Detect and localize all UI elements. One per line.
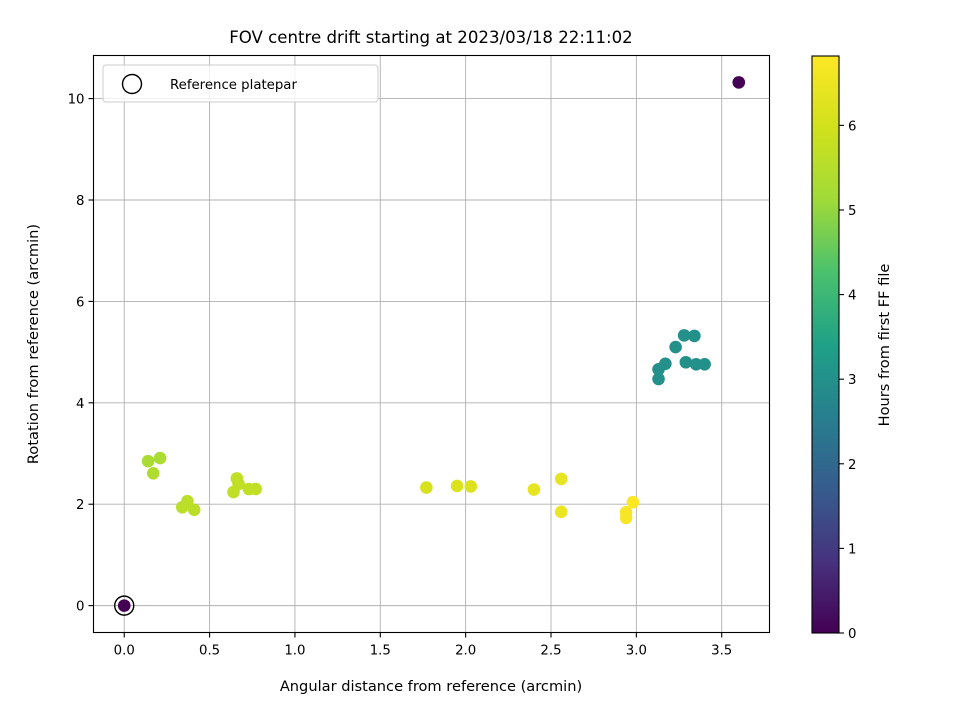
scatter-point [679,355,693,369]
colorbar-tick-label: 1 [848,542,856,557]
scatter-point [141,454,155,468]
scatter-point [146,466,160,480]
scatter-point [669,340,682,354]
colorbar-frame [811,55,840,634]
x-axis-ticks: 0.0 0.5 1.0 1.5 2.0 2.5 3.0 3.5 [114,632,732,659]
colorbar-ticks: 0 1 2 3 4 5 6 [839,119,856,642]
y-tick-label: 2 [76,498,84,513]
legend-label-reference-platepar: Reference platepar [170,78,297,93]
scatter-point [420,481,433,494]
scatter-point [117,599,131,612]
colorbar-tick-label: 5 [848,204,856,219]
y-tick-label: 6 [76,295,84,310]
scatter-point [232,477,245,491]
x-tick-label: 1.0 [284,644,305,659]
scatter-point [554,472,568,486]
scatter-point [181,494,194,508]
colorbar-tick-label: 6 [848,119,856,134]
scatter-point [187,503,201,517]
scatter-points [114,76,746,616]
scatter-point [554,505,568,519]
x-tick-label: 2.5 [540,644,561,659]
y-tick-label: 4 [76,397,84,412]
x-axis-label: Angular distance from reference (arcmin) [280,678,582,695]
colorbar-gradient [812,56,839,633]
scatter-point [688,329,701,343]
legend: Reference platepar [102,64,379,103]
y-axis-ticks: 0 2 4 6 8 10 [68,93,94,615]
legend-marker-hollow-circle [121,73,143,95]
y-tick-label: 8 [76,194,84,209]
scatter-point [450,479,464,493]
scatter-point [677,329,691,342]
legend-box [102,64,379,103]
y-axis-label: Rotation from reference (arcmin) [25,224,42,464]
scatter-point [652,372,665,386]
x-tick-label: 3.5 [711,644,732,659]
scatter-point [619,506,633,519]
colorbar-tick-label: 3 [848,373,856,388]
scatter-point [659,357,672,371]
y-tick-label: 10 [68,93,85,108]
plot-frame [92,54,771,634]
colorbar-tick-label: 4 [848,289,856,304]
scatter-point [153,451,167,465]
x-tick-label: 0.5 [199,644,220,659]
colorbar-tick-label: 2 [848,458,856,473]
x-tick-label: 0.0 [114,644,135,659]
colorbar-label: Hours from first FF file [876,264,893,427]
x-tick-label: 1.5 [370,644,391,659]
colorbar: 0 1 2 3 4 5 6 Hours from first FF file [811,55,893,642]
scatter-point [464,480,478,493]
colorbar-tick-label: 0 [848,627,856,642]
y-tick-label: 0 [76,600,84,615]
reference-platepar-marker [114,595,135,616]
x-tick-label: 3.0 [626,644,647,659]
scatter-point [527,483,541,496]
grid [93,55,770,633]
scatter-point [732,76,746,89]
x-tick-label: 2.0 [455,644,476,659]
scatter-point [698,357,711,371]
scatter-point [249,482,262,496]
scatter-point [626,495,640,509]
chart-title: FOV centre drift starting at 2023/03/18 … [229,28,633,47]
